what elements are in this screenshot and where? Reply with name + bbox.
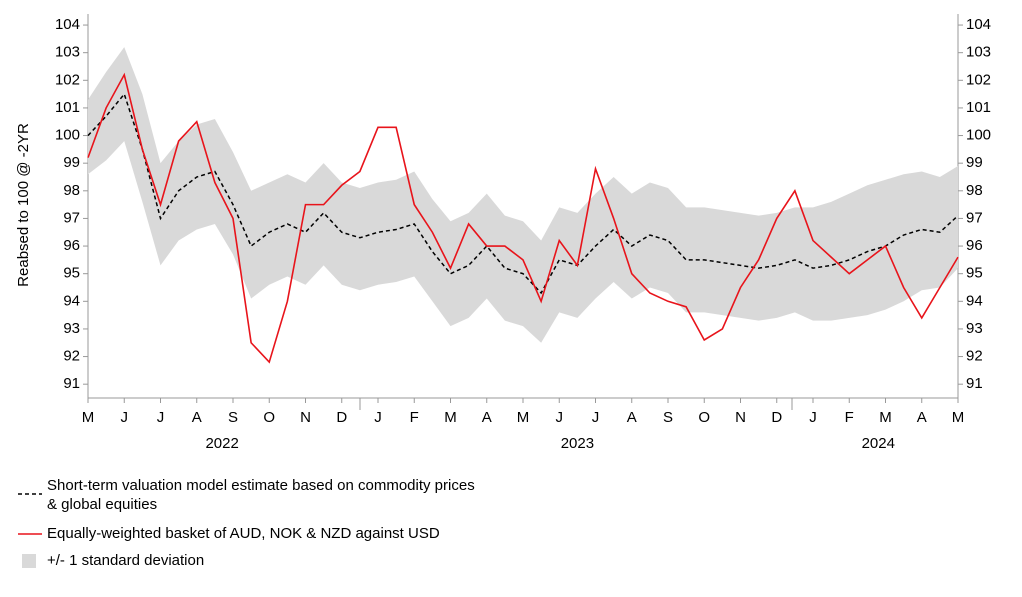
y2-tick-label: 91 bbox=[966, 375, 983, 392]
y2-tick-label: 96 bbox=[966, 237, 983, 254]
x-tick-label: M bbox=[517, 409, 530, 426]
y-tick-label: 98 bbox=[63, 182, 80, 199]
legend-label: Short-term valuation model estimate base… bbox=[47, 477, 475, 513]
std-band bbox=[88, 47, 958, 343]
series-line bbox=[87, 72, 959, 364]
y-tick-label: 91 bbox=[63, 375, 80, 392]
x-tick-label: F bbox=[845, 409, 854, 426]
year-label: 2024 bbox=[862, 435, 895, 452]
year-label: 2023 bbox=[561, 435, 594, 452]
y2-tick-label: 94 bbox=[966, 292, 983, 309]
y2-tick-label: 93 bbox=[966, 320, 983, 337]
x-tick-label: N bbox=[300, 409, 311, 426]
y-tick-label: 104 bbox=[55, 16, 80, 33]
y-tick-label: 95 bbox=[63, 265, 80, 282]
x-tick-label: A bbox=[482, 409, 492, 426]
y-tick-label: 101 bbox=[55, 99, 80, 116]
x-tick-label: J bbox=[374, 409, 382, 426]
series-line bbox=[87, 92, 959, 295]
legend-label: Equally-weighted basket of AUD, NOK & NZ… bbox=[47, 525, 440, 542]
legend-swatch bbox=[22, 554, 36, 568]
y-tick-label: 93 bbox=[63, 320, 80, 337]
x-tick-label: M bbox=[444, 409, 457, 426]
year-label: 2022 bbox=[205, 435, 238, 452]
x-tick-label: A bbox=[192, 409, 202, 426]
x-tick-label: J bbox=[121, 409, 129, 426]
y-axis-label: Reabsed to 100 @ -2YR bbox=[15, 123, 32, 287]
x-tick-label: O bbox=[263, 409, 275, 426]
y2-tick-label: 103 bbox=[966, 44, 991, 61]
y2-tick-label: 95 bbox=[966, 265, 983, 282]
x-tick-label: A bbox=[917, 409, 927, 426]
legend-label: +/- 1 standard deviation bbox=[47, 552, 204, 569]
y2-tick-label: 102 bbox=[966, 71, 991, 88]
y2-tick-label: 98 bbox=[966, 182, 983, 199]
y-tick-label: 102 bbox=[55, 71, 80, 88]
x-tick-label: D bbox=[336, 409, 347, 426]
x-tick-label: S bbox=[663, 409, 673, 426]
x-tick-label: J bbox=[592, 409, 600, 426]
x-tick-label: M bbox=[952, 409, 965, 426]
y-tick-label: 100 bbox=[55, 127, 80, 144]
x-tick-label: J bbox=[157, 409, 165, 426]
y-tick-label: 103 bbox=[55, 44, 80, 61]
x-tick-label: F bbox=[410, 409, 419, 426]
y-tick-label: 92 bbox=[63, 348, 80, 365]
y-tick-label: 94 bbox=[63, 292, 80, 309]
y2-tick-label: 100 bbox=[966, 127, 991, 144]
x-tick-label: M bbox=[82, 409, 95, 426]
y2-tick-label: 99 bbox=[966, 154, 983, 171]
x-tick-label: O bbox=[698, 409, 710, 426]
x-tick-label: J bbox=[809, 409, 817, 426]
y2-tick-label: 92 bbox=[966, 348, 983, 365]
x-tick-label: D bbox=[771, 409, 782, 426]
y-tick-label: 99 bbox=[63, 154, 80, 171]
y2-tick-label: 104 bbox=[966, 16, 991, 33]
x-tick-label: J bbox=[556, 409, 564, 426]
y2-tick-label: 97 bbox=[966, 209, 983, 226]
y2-tick-label: 101 bbox=[966, 99, 991, 116]
x-tick-label: M bbox=[879, 409, 892, 426]
x-tick-label: S bbox=[228, 409, 238, 426]
x-tick-label: N bbox=[735, 409, 746, 426]
y-tick-label: 97 bbox=[63, 209, 80, 226]
x-tick-label: A bbox=[627, 409, 637, 426]
y-tick-label: 96 bbox=[63, 237, 80, 254]
